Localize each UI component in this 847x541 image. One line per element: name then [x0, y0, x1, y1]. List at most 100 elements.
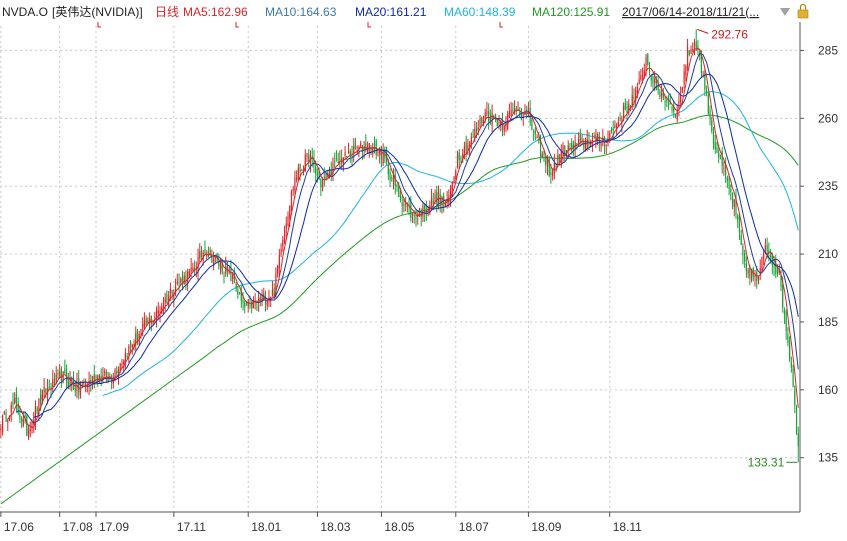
candle-body: [721, 151, 723, 167]
candle-body: [135, 332, 137, 345]
candle-body: [418, 209, 421, 217]
candle-body: [482, 120, 485, 126]
candle-body: [462, 153, 464, 158]
candle-body: [166, 294, 168, 303]
candle-body: [180, 278, 182, 283]
candle-body: [315, 166, 317, 173]
candle-body: [548, 157, 550, 176]
candle-body: [283, 229, 286, 243]
candle-body: [681, 87, 683, 93]
x-tick-label-17.09: 17.09: [99, 520, 129, 534]
candle-body: [235, 283, 237, 290]
candle-body: [150, 316, 152, 324]
candle-body: [626, 106, 628, 113]
candle-body: [508, 111, 511, 118]
candle-body: [458, 152, 460, 161]
candle-body: [192, 267, 194, 271]
date-range-selector[interactable]: 2017/06/14-2018/11/21(...: [622, 5, 759, 19]
candle-body: [142, 323, 144, 329]
candle-body: [581, 138, 583, 140]
candle-body: [207, 251, 210, 256]
candle-body: [91, 375, 94, 384]
candle-body: [676, 109, 678, 120]
candle-body: [232, 274, 234, 279]
candle-body: [360, 143, 362, 147]
candle-body: [513, 108, 516, 112]
candle-body: [787, 334, 789, 343]
candle-body: [358, 146, 360, 150]
candle-body: [206, 255, 208, 257]
marker-4: [499, 22, 503, 28]
candle-body: [304, 155, 306, 172]
candle-body: [690, 50, 692, 54]
candle-body: [647, 53, 649, 65]
candle-body: [430, 197, 433, 205]
candle-body: [26, 416, 28, 436]
candle-body: [370, 147, 372, 154]
candle-body: [614, 124, 616, 128]
candle-body: [197, 257, 199, 273]
candle-body: [289, 205, 291, 219]
candle-body: [467, 145, 469, 151]
candle-body: [529, 107, 531, 123]
candle-body: [664, 101, 666, 103]
candle-body: [1, 415, 4, 432]
candle-body: [456, 154, 459, 169]
candle-body: [654, 79, 656, 84]
candle-body: [712, 131, 715, 144]
candle-body: [591, 139, 594, 143]
candle-body: [349, 151, 351, 157]
candle-body: [553, 162, 555, 172]
candle-body: [494, 114, 497, 119]
candle-body: [773, 263, 775, 267]
candle-body: [347, 151, 350, 154]
candle-body: [616, 125, 618, 130]
triangle-down-icon[interactable]: [780, 8, 790, 16]
candle-body: [742, 245, 744, 256]
candle-body: [744, 252, 746, 262]
candle-body: [43, 386, 45, 393]
candle-body: [17, 403, 19, 414]
period-label[interactable]: 日线: [155, 5, 179, 19]
candle-body: [366, 148, 369, 154]
candle-body: [579, 134, 581, 141]
max-arrow: [697, 28, 709, 34]
lock-icon[interactable]: [797, 3, 809, 19]
candle-body: [546, 160, 549, 167]
candle-body: [432, 201, 434, 203]
candle-body: [394, 174, 396, 187]
candle-body: [531, 120, 533, 129]
candle-body: [776, 270, 779, 274]
candle-body: [597, 133, 599, 139]
candle-body: [277, 266, 279, 274]
candle-body: [368, 143, 370, 151]
candle-body: [320, 178, 322, 187]
candle-body: [389, 171, 391, 181]
candle-body: [59, 372, 61, 377]
candle-body: [299, 163, 301, 173]
candle-body: [114, 370, 116, 382]
candle-body: [667, 103, 670, 106]
candle-body: [275, 273, 277, 296]
candle-body: [136, 330, 139, 340]
candle-body: [707, 94, 709, 114]
candle-body: [764, 245, 767, 250]
candle-body: [695, 41, 697, 49]
candle-body: [110, 376, 113, 382]
candle-body: [209, 250, 211, 253]
candle-body: [674, 114, 677, 118]
candle-body: [543, 156, 545, 158]
ma60-legend: MA60:148.39: [444, 5, 516, 19]
candle-body: [486, 111, 488, 115]
candle-body: [69, 380, 71, 387]
candle-body: [403, 204, 405, 206]
candle-body: [705, 90, 708, 92]
candle-body: [737, 215, 739, 220]
candle-body: [3, 411, 5, 415]
ma20-line: [33, 73, 799, 419]
candle-body: [396, 185, 398, 187]
candle-body: [290, 191, 293, 208]
candle-body: [526, 109, 528, 111]
candle-body: [185, 275, 187, 284]
